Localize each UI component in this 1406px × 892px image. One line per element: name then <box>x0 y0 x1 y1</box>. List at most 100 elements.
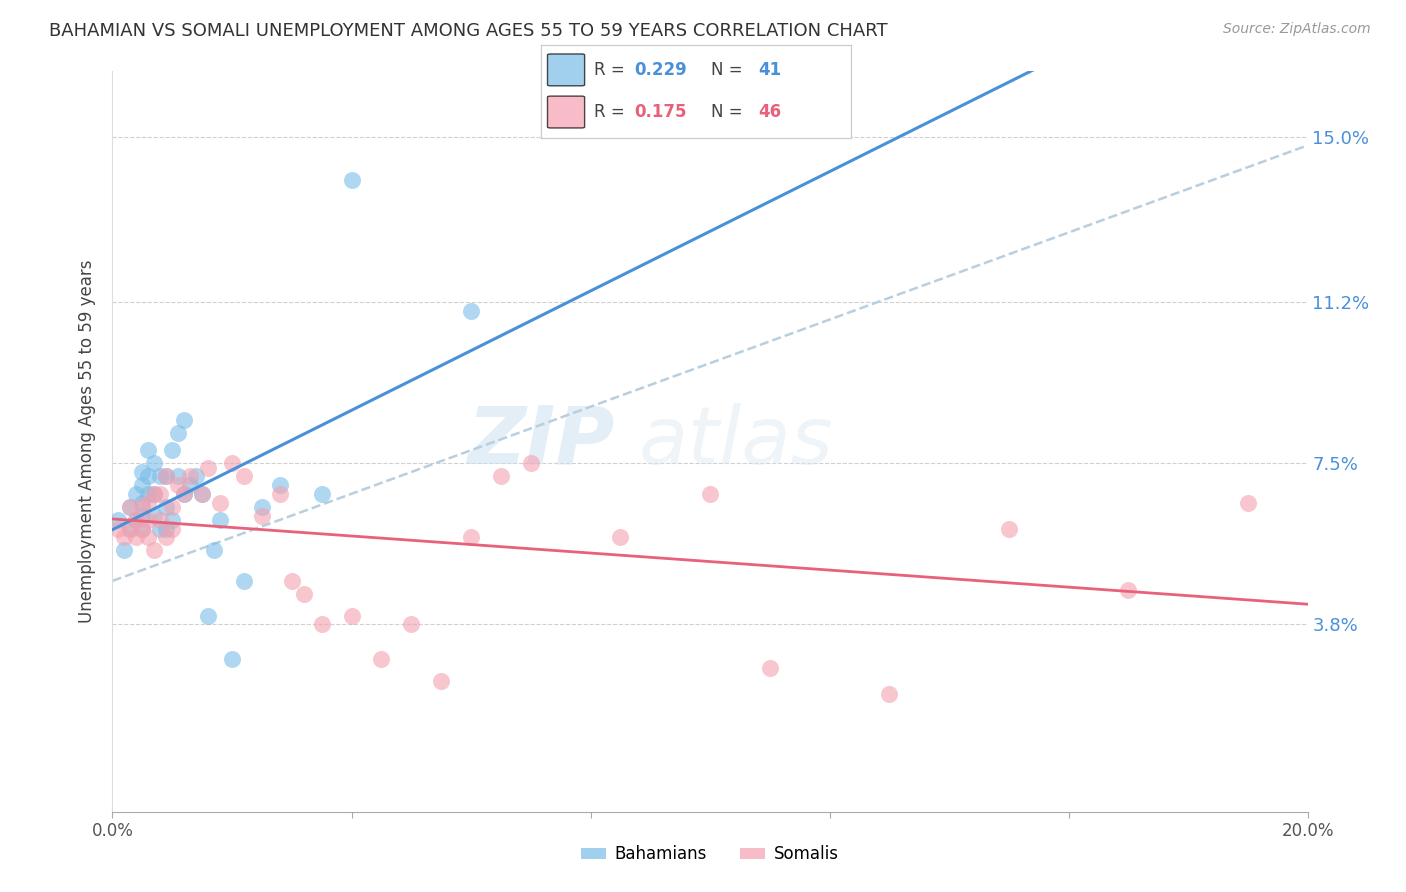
Point <box>520 456 543 470</box>
Point <box>138 487 160 501</box>
Y-axis label: Unemployment Among Ages 55 to 59 years: Unemployment Among Ages 55 to 59 years <box>77 260 96 624</box>
Point <box>209 513 232 527</box>
Point <box>173 487 195 501</box>
Point <box>138 513 160 527</box>
Point <box>998 522 1021 536</box>
Point <box>149 513 172 527</box>
Point <box>269 487 291 501</box>
Point <box>155 469 177 483</box>
Point <box>138 495 160 509</box>
Point <box>879 687 901 701</box>
Point <box>131 522 153 536</box>
Point <box>149 522 172 536</box>
Point <box>221 456 243 470</box>
Point <box>162 513 183 527</box>
Point <box>149 469 172 483</box>
Point <box>340 173 363 187</box>
FancyBboxPatch shape <box>547 96 585 128</box>
Point <box>114 530 135 544</box>
Text: N =: N = <box>711 61 748 78</box>
Point <box>131 478 153 492</box>
Point <box>311 487 333 501</box>
Point <box>233 574 256 588</box>
Point <box>167 425 190 440</box>
Point <box>281 574 304 588</box>
Point <box>699 487 721 501</box>
Point <box>292 587 315 601</box>
Point <box>173 487 195 501</box>
Point <box>179 469 201 483</box>
Point <box>311 617 333 632</box>
Point <box>107 522 129 536</box>
Point <box>120 500 142 514</box>
Text: 0.229: 0.229 <box>634 61 688 78</box>
Text: BAHAMIAN VS SOMALI UNEMPLOYMENT AMONG AGES 55 TO 59 YEARS CORRELATION CHART: BAHAMIAN VS SOMALI UNEMPLOYMENT AMONG AG… <box>49 22 887 40</box>
Text: Source: ZipAtlas.com: Source: ZipAtlas.com <box>1223 22 1371 37</box>
Text: 41: 41 <box>758 61 780 78</box>
Point <box>149 487 172 501</box>
Point <box>401 617 423 632</box>
Point <box>138 530 160 544</box>
Point <box>120 522 142 536</box>
Point <box>155 500 177 514</box>
Point <box>460 530 482 544</box>
Point <box>167 469 190 483</box>
Point <box>269 478 291 492</box>
Point <box>162 522 183 536</box>
Point <box>138 443 160 458</box>
Point <box>167 478 190 492</box>
Text: R =: R = <box>593 61 630 78</box>
Point <box>143 543 166 558</box>
Point <box>191 487 214 501</box>
FancyBboxPatch shape <box>547 54 585 86</box>
Point <box>155 522 177 536</box>
Point <box>155 469 177 483</box>
Point <box>143 487 166 501</box>
Point <box>209 495 232 509</box>
Point <box>131 500 153 514</box>
Point <box>131 465 153 479</box>
Point <box>430 674 453 689</box>
Point <box>759 661 782 675</box>
Point <box>202 543 225 558</box>
Point <box>162 443 183 458</box>
Point <box>179 478 201 492</box>
Point <box>460 304 482 318</box>
Point <box>186 469 208 483</box>
Text: 46: 46 <box>758 103 780 121</box>
Point <box>197 460 219 475</box>
Text: 0.175: 0.175 <box>634 103 686 121</box>
Point <box>125 530 148 544</box>
Text: atlas: atlas <box>638 402 834 481</box>
Point <box>370 652 392 666</box>
Point <box>138 469 160 483</box>
Point <box>143 508 166 523</box>
Point <box>233 469 256 483</box>
Point <box>131 522 153 536</box>
Point <box>489 469 512 483</box>
Point <box>107 513 129 527</box>
Point <box>173 413 195 427</box>
Point <box>221 652 243 666</box>
Point <box>340 608 363 623</box>
Point <box>125 513 148 527</box>
Point <box>131 508 153 523</box>
Legend: Bahamians, Somalis: Bahamians, Somalis <box>575 838 845 870</box>
Point <box>162 500 183 514</box>
Point <box>143 456 166 470</box>
Point <box>191 487 214 501</box>
Point <box>125 487 148 501</box>
Point <box>155 530 177 544</box>
Point <box>125 513 148 527</box>
Text: ZIP: ZIP <box>467 402 614 481</box>
Point <box>120 500 142 514</box>
Point <box>120 522 142 536</box>
Text: N =: N = <box>711 103 748 121</box>
Point <box>131 495 153 509</box>
Point <box>250 508 273 523</box>
Point <box>143 487 166 501</box>
Text: R =: R = <box>593 103 630 121</box>
Point <box>197 608 219 623</box>
Point <box>1118 582 1140 597</box>
Point <box>1237 495 1260 509</box>
